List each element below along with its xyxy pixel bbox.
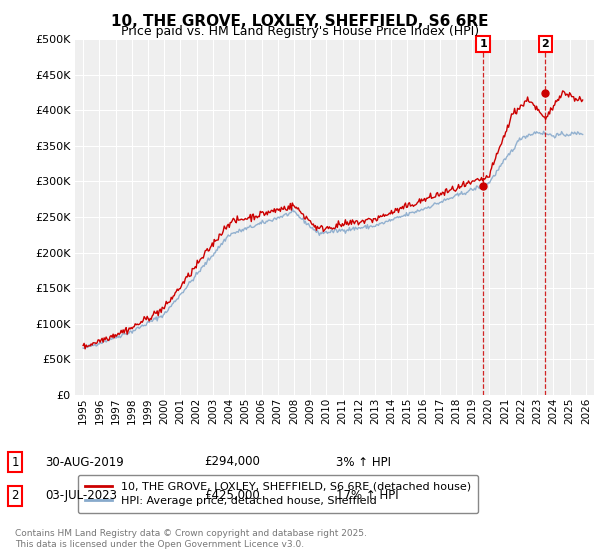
Text: 2: 2 — [11, 489, 19, 502]
Text: 10, THE GROVE, LOXLEY, SHEFFIELD, S6 6RE: 10, THE GROVE, LOXLEY, SHEFFIELD, S6 6RE — [111, 14, 489, 29]
Text: 17% ↑ HPI: 17% ↑ HPI — [336, 489, 398, 502]
Text: 2: 2 — [541, 39, 549, 49]
Text: 03-JUL-2023: 03-JUL-2023 — [45, 489, 117, 502]
Text: £294,000: £294,000 — [204, 455, 260, 469]
Text: 1: 1 — [479, 39, 487, 49]
Text: 3% ↑ HPI: 3% ↑ HPI — [336, 455, 391, 469]
Text: 1: 1 — [11, 455, 19, 469]
Legend: 10, THE GROVE, LOXLEY, SHEFFIELD, S6 6RE (detached house), HPI: Average price, d: 10, THE GROVE, LOXLEY, SHEFFIELD, S6 6RE… — [78, 475, 478, 513]
Text: Price paid vs. HM Land Registry's House Price Index (HPI): Price paid vs. HM Land Registry's House … — [121, 25, 479, 38]
Text: Contains HM Land Registry data © Crown copyright and database right 2025.
This d: Contains HM Land Registry data © Crown c… — [15, 529, 367, 549]
Text: 30-AUG-2019: 30-AUG-2019 — [45, 455, 124, 469]
Text: £425,000: £425,000 — [204, 489, 260, 502]
